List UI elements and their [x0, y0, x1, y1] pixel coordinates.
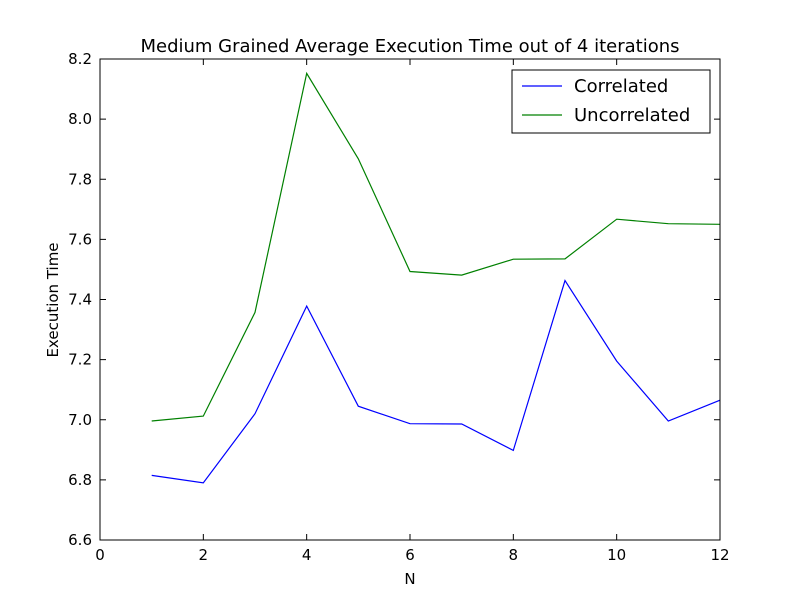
x-tick-label: 10: [607, 546, 626, 564]
x-tick-label: 6: [405, 546, 415, 564]
chart-title: Medium Grained Average Execution Time ou…: [140, 36, 679, 57]
y-tick-label: 7.2: [68, 351, 92, 369]
series-line-0: [151, 279, 721, 484]
y-tick-label: 8.0: [68, 110, 92, 128]
x-tick-label: 4: [302, 546, 312, 564]
x-tick-label: 12: [710, 546, 729, 564]
x-tick-label: 2: [199, 546, 209, 564]
y-tick-label: 7.4: [68, 291, 92, 309]
y-tick-label: 7.6: [68, 230, 92, 248]
y-tick-label: 8.2: [68, 50, 92, 68]
y-tick-label: 7.8: [68, 170, 92, 188]
series-line-1: [151, 71, 721, 422]
x-tick-label: 8: [509, 546, 519, 564]
x-tick-label: 0: [95, 546, 105, 564]
ticks-layer: 0 2 4 6 8 10 12 6.6 6.8 7.0 7.2 7.4 7.6 7.8 8.0 8.2: [68, 50, 729, 564]
y-tick-label: 6.8: [68, 471, 92, 489]
legend: Correlated Uncorrelated: [511, 69, 711, 134]
y-tick-label: 6.6: [68, 531, 92, 549]
legend-label-1: Uncorrelated: [574, 105, 690, 126]
legend-box: [511, 69, 711, 134]
series-layer: [151, 71, 721, 484]
y-axis-label: Execution Time: [44, 242, 62, 357]
x-axis-label: N: [404, 570, 415, 588]
legend-label-0: Correlated: [574, 76, 668, 97]
y-tick-label: 7.0: [68, 411, 92, 429]
